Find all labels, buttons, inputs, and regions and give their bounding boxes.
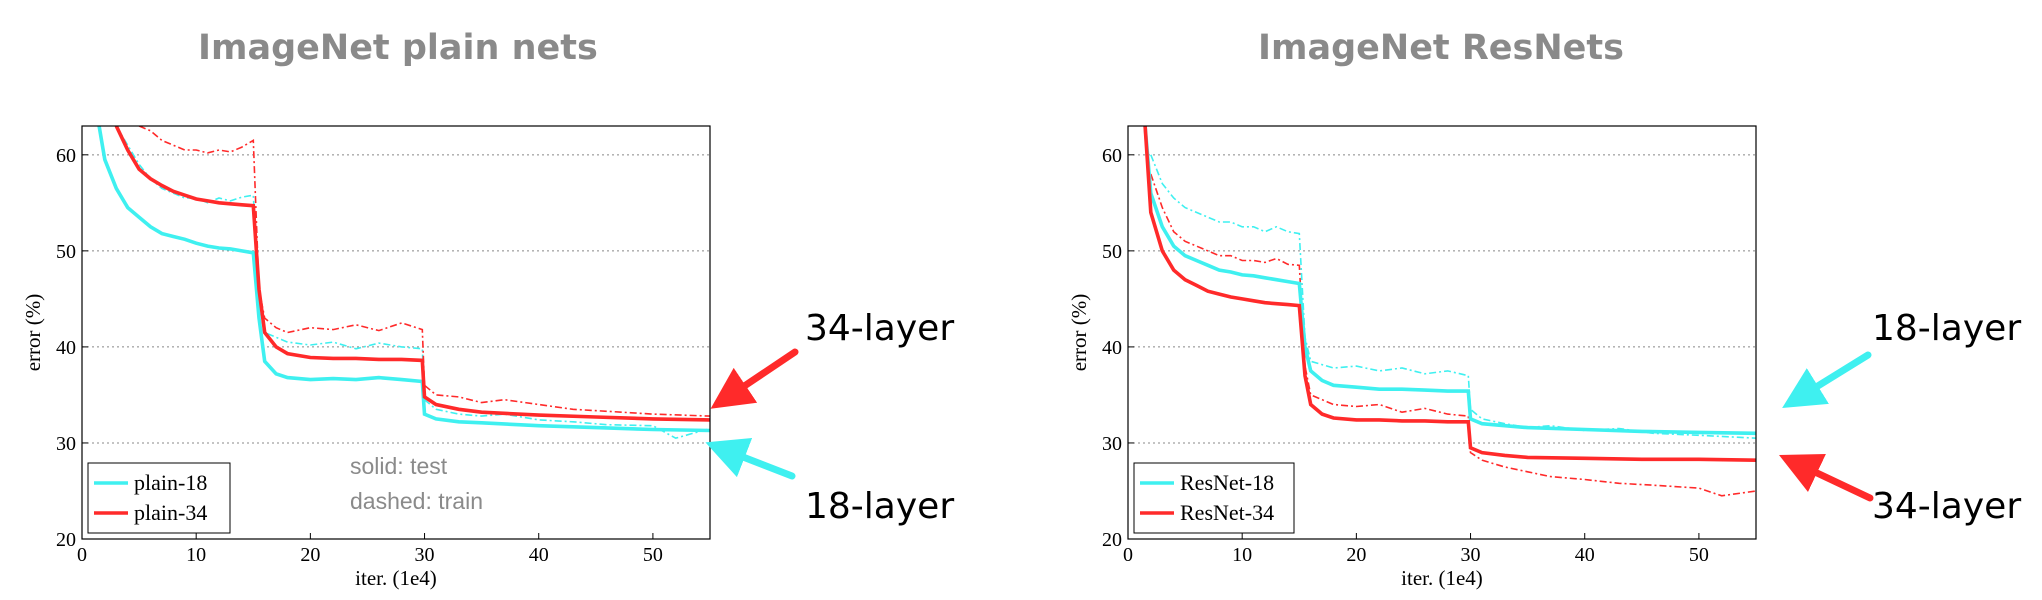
legend: ResNet-18 ResNet-34 [1133,462,1295,534]
x-tick-label: 30 [1461,544,1481,566]
x-tick-label: 20 [1346,544,1366,566]
y-tick-label: 50 [56,241,76,263]
x-axis-label: iter. (1e4) [355,566,437,590]
resnets-chart: 0 10 20 30 40 50 20 30 40 50 60 iter. (1e4) error (%… [1067,125,2021,590]
x-tick-label: 10 [186,544,206,566]
x-tick-label: 20 [300,544,320,566]
y-tick-label: 60 [1102,145,1122,167]
series-line-plain-34 [114,126,710,422]
callout-label: 18-layer [805,486,954,527]
series-line-resnet-18-train [1150,154,1756,439]
annotation-note: dashed: train [350,488,483,514]
left-chart-title: ImageNet plain nets [198,28,598,68]
x-tick-label: 50 [1689,544,1709,566]
series-line-plain-18-train [115,126,710,440]
callout-label: 34-layer [1872,486,2021,527]
legend-box [1133,462,1295,534]
plot-frame [81,125,711,540]
x-axis-label: iter. (1e4) [1401,566,1483,590]
series-line-plain-18 [97,126,710,433]
legend-entry: ResNet-18 [1180,470,1274,495]
legend-entry: ResNet-34 [1180,500,1274,525]
callout-arrow [1779,453,1874,502]
callout-arrow [710,348,799,409]
y-tick-label: 60 [56,145,76,167]
plain-nets-chart: 0 10 20 30 40 50 20 30 40 50 60 iter. (1e4) error (%… [21,125,954,590]
y-tick-label: 30 [1102,433,1122,455]
series-line-resnet-34 [1143,126,1756,462]
callout-label: 34-layer [805,308,954,349]
series-line-plain-34-train [138,126,710,417]
callout-label: 18-layer [1872,308,2021,349]
legend-box [87,462,231,534]
legend: plain-18 plain-34 [87,462,231,534]
x-tick-label: 40 [529,544,549,566]
callout-arrow [1782,351,1872,409]
x-tick-label: 30 [415,544,435,566]
y-tick-label: 40 [56,337,76,359]
series-line-resnet-34-train [1150,173,1756,497]
series-line-resnet-18 [1143,126,1756,436]
x-tick-label: 0 [77,544,87,566]
right-chart-title: ImageNet ResNets [1258,28,1624,68]
legend-entry: plain-34 [134,500,207,525]
x-tick-label: 0 [1123,544,1133,566]
x-tick-label: 10 [1232,544,1252,566]
y-axis-label: error (%) [1067,294,1091,372]
x-tick-label: 40 [1575,544,1595,566]
callout-arrow [705,438,796,480]
y-tick-label: 20 [56,529,76,551]
y-tick-label: 20 [1102,529,1122,551]
y-axis-label: error (%) [21,294,45,372]
legend-entry: plain-18 [134,470,207,495]
y-tick-label: 40 [1102,337,1122,359]
plot-frame [1127,125,1757,540]
y-tick-label: 50 [1102,241,1122,263]
annotation-note: solid: test [350,453,448,479]
x-tick-label: 50 [643,544,663,566]
y-tick-label: 30 [56,433,76,455]
